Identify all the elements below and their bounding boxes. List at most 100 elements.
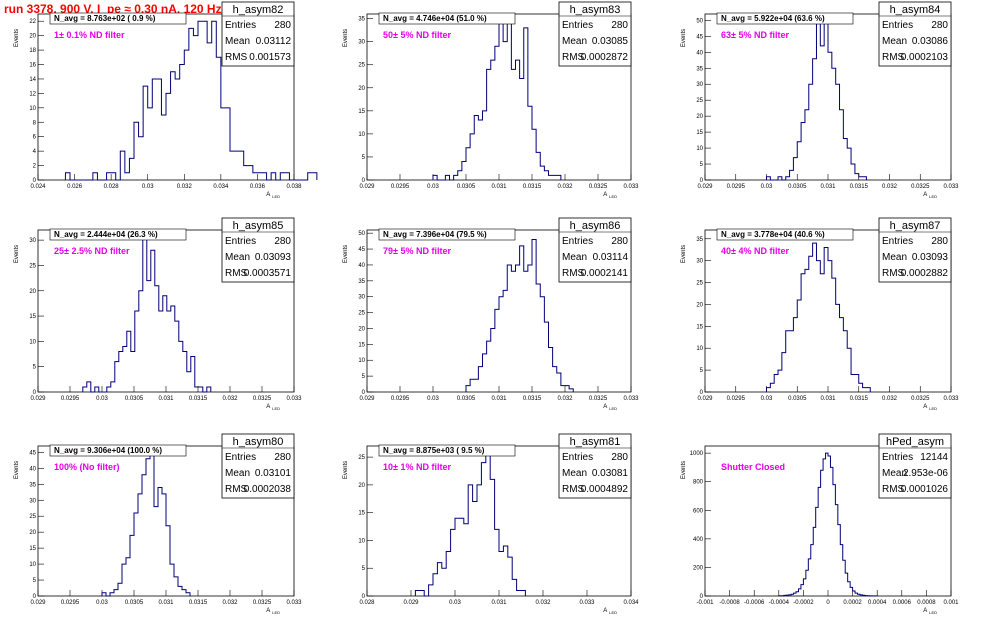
stats-box	[558, 1, 632, 67]
y-tick-label: 25	[358, 311, 365, 317]
stats-box	[878, 1, 952, 67]
filter-label: 10± 1% ND filter	[383, 462, 451, 472]
stats-value: 0.0002141	[581, 268, 629, 279]
stats-value: 0.03086	[912, 36, 949, 47]
x-tick-label: 0.0295	[727, 396, 746, 402]
stats-value: 280	[274, 236, 291, 247]
histogram-h_asym83: 0 5 10 15 20 25 30 35 0.029 0.0295 0.03 0.0305 0.031…	[343, 1, 639, 199]
stats-title: h_asym87	[890, 220, 941, 232]
x-tick-label: 0.03	[142, 184, 154, 190]
y-tick-label: 2	[33, 164, 37, 170]
y-tick-label: 20	[29, 34, 36, 40]
y-tick-label: 40	[696, 50, 703, 56]
y-tick-label: 10	[358, 358, 365, 364]
y-tick-label: 25	[696, 281, 703, 287]
y-tick-label: 25	[358, 455, 365, 461]
x-tick-label: 0.03	[96, 600, 108, 606]
stats-value: 0.03093	[255, 252, 292, 263]
y-tick-label: 20	[29, 289, 36, 295]
x-tick-label: 0.032	[222, 396, 238, 402]
x-tick-label: 0.0305	[457, 396, 476, 402]
y-tick-label: 20	[358, 326, 365, 332]
x-tick-label: 0.032	[535, 600, 551, 606]
stats-title: h_asym84	[890, 4, 941, 16]
stats-value: 12144	[920, 452, 948, 463]
y-tick-label: 45	[358, 247, 365, 253]
stats-title: h_asym82	[233, 4, 284, 16]
y-tick-label: 18	[29, 48, 36, 54]
y-tick-label: 45	[29, 450, 36, 456]
x-tick-label: 0.031	[158, 600, 174, 606]
x-tick-label: 0.0295	[61, 396, 80, 402]
stats-label: Entries	[882, 452, 913, 463]
stats-box	[878, 433, 952, 499]
x-tick-label: 0.033	[579, 600, 595, 606]
y-tick-label: 15	[696, 324, 703, 330]
run-title: run 3378, 900 V, I_pe ≈ 0.30 nA, 120 Hz	[4, 2, 222, 16]
y-axis-label: Events	[343, 29, 349, 47]
y-tick-label: 50	[696, 18, 703, 24]
filter-label: 25± 2.5% ND filter	[54, 246, 130, 256]
stats-title: h_asym83	[570, 4, 621, 16]
y-tick-label: 8	[33, 120, 37, 126]
stats-value: 0.0002882	[901, 268, 949, 279]
stats-label: Entries	[882, 20, 913, 31]
y-tick-label: 400	[693, 537, 704, 543]
stats-title: h_asym81	[570, 436, 621, 448]
navg-box	[716, 228, 854, 241]
filter-label: 63± 5% ND filter	[721, 30, 789, 40]
filter-label: 50± 5% ND filter	[383, 30, 451, 40]
x-tick-label: 0.0325	[911, 184, 930, 190]
stats-value: 0.03081	[592, 468, 629, 479]
x-tick-label: 0.0295	[391, 396, 410, 402]
stats-value: 280	[611, 236, 628, 247]
navg-label: N_avg = 4.746e+04 (51.0 %)	[383, 14, 487, 23]
x-tick-label: -0.0008	[719, 600, 740, 606]
y-tick-label: 25	[358, 63, 365, 69]
stats-label: RMS	[882, 268, 905, 279]
y-tick-label: 14	[29, 77, 36, 83]
x-tick-label: 0.029	[30, 396, 46, 402]
x-tick-label: 0.033	[943, 184, 959, 190]
x-axis-label: A LED	[923, 404, 937, 411]
y-tick-label: 10	[358, 538, 365, 544]
x-tick-label: 0.024	[30, 184, 46, 190]
x-tick-label: 0.029	[359, 396, 375, 402]
y-tick-label: 20	[696, 302, 703, 308]
x-tick-label: 0.033	[286, 396, 302, 402]
x-tick-label: 0.03	[449, 600, 461, 606]
stats-value: 280	[611, 20, 628, 31]
y-tick-label: 50	[358, 231, 365, 237]
histogram-h_asym80: 0 5 10 15 20 25 30 35 40 45 0.029 0.0295 0.03 0.0305 0…	[14, 433, 302, 615]
x-tick-label: 0.0325	[253, 600, 272, 606]
x-tick-label: 0.033	[623, 396, 639, 402]
y-tick-label: 200	[693, 565, 704, 571]
histogram-outline	[432, 22, 562, 181]
navg-box	[49, 12, 187, 25]
x-tick-label: 0.031	[491, 184, 507, 190]
y-tick-label: 1000	[690, 451, 704, 457]
x-tick-label: 0.0305	[125, 396, 144, 402]
x-tick-label: 0.0315	[850, 396, 869, 402]
y-tick-label: 10	[696, 346, 703, 352]
y-tick-label: 20	[358, 86, 365, 92]
stats-box	[221, 1, 295, 67]
stats-value: 280	[931, 236, 948, 247]
histogram-outline	[64, 20, 318, 181]
stats-label: RMS	[562, 268, 585, 279]
x-tick-label: 0.0305	[125, 600, 144, 606]
filter-label: 40± 4% ND filter	[721, 246, 789, 256]
y-tick-label: 0	[33, 178, 37, 184]
x-tick-label: 0.028	[104, 184, 120, 190]
y-axis-label: Events	[681, 461, 687, 479]
x-tick-label: 0.036	[250, 184, 266, 190]
stats-value: 0.03112	[256, 36, 292, 47]
stats-value: 0.0001026	[901, 484, 949, 495]
x-axis-label: A LED	[603, 608, 617, 615]
stats-label: RMS	[882, 52, 905, 63]
x-tick-label: 0.033	[286, 600, 302, 606]
y-tick-label: 10	[29, 339, 36, 345]
stats-box	[558, 217, 632, 283]
y-tick-label: 5	[33, 578, 37, 584]
y-tick-label: 0	[33, 390, 37, 396]
